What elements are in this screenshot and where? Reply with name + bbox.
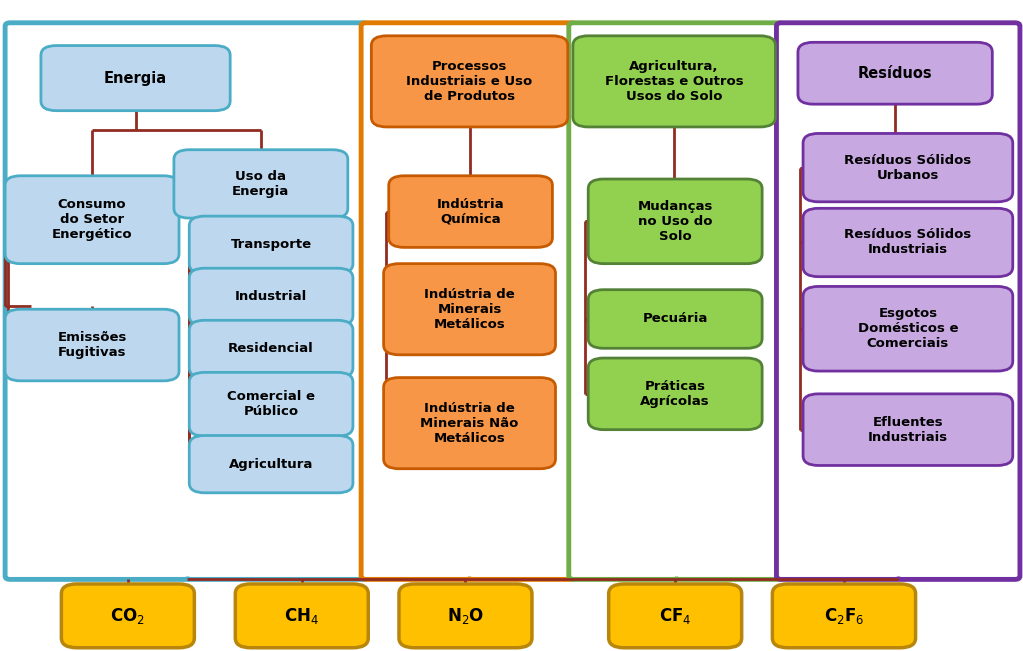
FancyBboxPatch shape — [41, 46, 230, 111]
Text: Mudanças
no Uso do
Solo: Mudanças no Uso do Solo — [637, 200, 713, 243]
FancyBboxPatch shape — [174, 150, 348, 218]
Text: Consumo
do Setor
Energético: Consumo do Setor Energético — [52, 198, 132, 242]
FancyBboxPatch shape — [361, 23, 576, 579]
Text: Processos
Industriais e Uso
de Produtos: Processos Industriais e Uso de Produtos — [406, 60, 533, 103]
FancyBboxPatch shape — [5, 309, 179, 381]
FancyBboxPatch shape — [189, 216, 353, 273]
FancyBboxPatch shape — [384, 378, 555, 469]
Text: Indústria de
Minerais
Metálicos: Indústria de Minerais Metálicos — [425, 288, 515, 331]
FancyBboxPatch shape — [189, 372, 353, 436]
FancyBboxPatch shape — [803, 208, 1013, 277]
Text: Agricultura: Agricultura — [229, 458, 313, 471]
Text: Residencial: Residencial — [228, 342, 314, 355]
Text: Indústria de
Minerais Não
Metálicos: Indústria de Minerais Não Metálicos — [420, 402, 519, 445]
Text: Indústria
Química: Indústria Química — [437, 197, 504, 226]
FancyBboxPatch shape — [609, 584, 742, 648]
Text: CO$_2$: CO$_2$ — [110, 606, 145, 626]
Text: CF$_4$: CF$_4$ — [659, 606, 692, 626]
Text: C$_2$F$_6$: C$_2$F$_6$ — [824, 606, 864, 626]
Text: Práticas
Agrícolas: Práticas Agrícolas — [640, 380, 710, 408]
Text: Pecuária: Pecuária — [642, 312, 708, 326]
Text: Transporte: Transporte — [230, 238, 312, 251]
Text: N$_2$O: N$_2$O — [447, 606, 484, 626]
FancyBboxPatch shape — [384, 264, 555, 355]
FancyBboxPatch shape — [803, 133, 1013, 202]
FancyBboxPatch shape — [588, 358, 762, 430]
FancyBboxPatch shape — [803, 286, 1013, 371]
Text: CH$_4$: CH$_4$ — [284, 606, 319, 626]
FancyBboxPatch shape — [371, 36, 568, 127]
FancyBboxPatch shape — [5, 176, 179, 264]
Text: Comercial e
Público: Comercial e Público — [227, 390, 315, 419]
Text: Resíduos: Resíduos — [858, 66, 932, 81]
FancyBboxPatch shape — [569, 23, 784, 579]
FancyBboxPatch shape — [189, 268, 353, 326]
Text: Esgotos
Domésticos e
Comerciais: Esgotos Domésticos e Comerciais — [857, 307, 959, 350]
FancyBboxPatch shape — [399, 584, 532, 648]
FancyBboxPatch shape — [573, 36, 775, 127]
FancyBboxPatch shape — [772, 584, 916, 648]
FancyBboxPatch shape — [61, 584, 194, 648]
Text: Resíduos Sólidos
Industriais: Resíduos Sólidos Industriais — [844, 229, 972, 256]
FancyBboxPatch shape — [588, 179, 762, 264]
FancyBboxPatch shape — [5, 23, 368, 579]
FancyBboxPatch shape — [189, 436, 353, 493]
FancyBboxPatch shape — [776, 23, 1020, 579]
Text: Emissões
Fugitivas: Emissões Fugitivas — [57, 331, 127, 359]
Text: Resíduos Sólidos
Urbanos: Resíduos Sólidos Urbanos — [844, 154, 972, 182]
Text: Industrial: Industrial — [235, 290, 307, 303]
Text: Agricultura,
Florestas e Outros
Usos do Solo: Agricultura, Florestas e Outros Usos do … — [605, 60, 744, 103]
Text: Efluentes
Industriais: Efluentes Industriais — [868, 415, 948, 444]
FancyBboxPatch shape — [189, 320, 353, 378]
FancyBboxPatch shape — [389, 176, 552, 247]
FancyBboxPatch shape — [588, 290, 762, 348]
FancyBboxPatch shape — [235, 584, 368, 648]
FancyBboxPatch shape — [798, 42, 992, 104]
Text: Uso da
Energia: Uso da Energia — [232, 170, 290, 198]
FancyBboxPatch shape — [803, 394, 1013, 465]
Text: Energia: Energia — [104, 70, 167, 86]
